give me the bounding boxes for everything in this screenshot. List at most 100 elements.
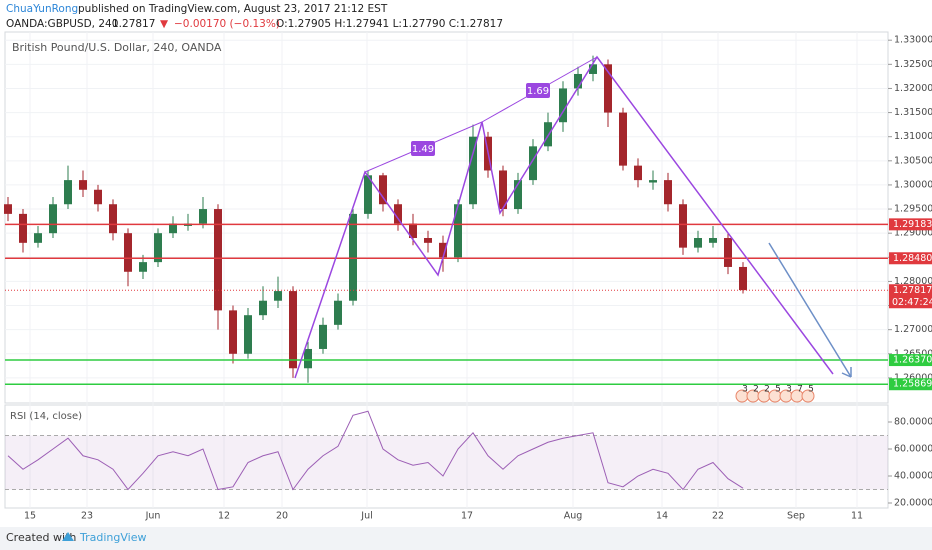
- ratio-box: [411, 141, 435, 156]
- y-tick-label: 1.32000: [894, 83, 932, 94]
- countdown: 02:47:24: [892, 297, 932, 308]
- symbol: OANDA:GBPUSD, 240: [6, 18, 118, 30]
- logo: [62, 532, 74, 541]
- rsi-band: [5, 435, 888, 490]
- y-tick-label: 1.27000: [894, 324, 932, 335]
- x-tick-label: Aug: [564, 511, 583, 522]
- candle-body: [154, 233, 162, 263]
- chart-title: British Pound/U.S. Dollar, 240, OANDA: [12, 41, 222, 54]
- candle-body: [724, 238, 732, 267]
- y-tick-label: 1.32500: [894, 59, 932, 70]
- candle-body: [79, 180, 87, 190]
- x-tick-label: 20: [276, 511, 288, 522]
- event-badge-label: 2: [753, 385, 759, 395]
- x-tick-label: 23: [81, 511, 93, 522]
- y-tick-label: 1.30500: [894, 155, 932, 166]
- price-box-label: 1.26370: [893, 355, 932, 366]
- price-box-label: 1.29183: [893, 219, 932, 230]
- candle-body: [34, 233, 42, 243]
- rsi-line: [7, 410, 744, 491]
- candle-body: [514, 180, 522, 210]
- candle-body: [304, 348, 312, 369]
- last-price-box: [889, 284, 932, 309]
- event-badge-label: 3: [742, 385, 748, 395]
- candle-body: [349, 213, 357, 301]
- arrow-head: [841, 367, 852, 378]
- candle-body: [469, 136, 477, 205]
- candle-body: [559, 88, 567, 123]
- candle-body: [424, 238, 432, 243]
- candle-body: [289, 291, 297, 369]
- ratio-label: 1.69: [527, 86, 549, 97]
- x-tick-label: 14: [656, 511, 668, 522]
- price-box: [889, 252, 932, 265]
- x-tick-label: Jul: [360, 511, 372, 522]
- candle-body: [109, 204, 117, 234]
- y-tick-label: 1.31000: [894, 131, 932, 142]
- event-badge-label: 3: [786, 385, 792, 395]
- last: 1.27817: [112, 18, 155, 30]
- candle-body: [229, 310, 237, 354]
- brand[interactable]: TradingView: [79, 531, 146, 544]
- price-box: [889, 218, 932, 231]
- arrow-line: [768, 242, 852, 378]
- candle-body: [379, 175, 387, 205]
- price-box-label: 1.25869: [893, 379, 932, 390]
- candle-body: [664, 180, 672, 205]
- y-tick-label: 1.30000: [894, 179, 932, 190]
- candle-body: [649, 180, 657, 183]
- footer-bar: [0, 527, 932, 550]
- y-tick-label: 20.0000: [894, 498, 932, 509]
- candle-body: [19, 213, 27, 243]
- y-tick-label: 1.26000: [894, 372, 932, 383]
- price-pane: [4, 31, 889, 404]
- candle-body: [169, 223, 177, 234]
- y-tick-label: 1.26500: [894, 348, 932, 359]
- candle-body: [544, 122, 552, 147]
- candle-body: [619, 112, 627, 166]
- x-tick-label: Jun: [145, 511, 161, 522]
- candle-body: [604, 64, 612, 113]
- candle-body: [679, 204, 687, 248]
- x-tick-label: Sep: [787, 511, 805, 522]
- rsi-title: RSI (14, close): [10, 411, 82, 422]
- arrow: ▼: [160, 18, 169, 30]
- x-tick-label: 12: [218, 511, 230, 522]
- candle-body: [574, 73, 582, 89]
- candle-body: [334, 300, 342, 325]
- candle-body: [409, 223, 417, 239]
- event-badge-label: 5: [808, 385, 814, 395]
- event-badge-label: 2: [764, 385, 770, 395]
- ratio-box: [526, 83, 550, 98]
- candle-body: [139, 262, 147, 272]
- x-tick-label: 11: [851, 511, 863, 522]
- change: −0.00170 (−0.13%): [174, 18, 280, 30]
- y-tick-label: 1.31500: [894, 107, 932, 118]
- y-tick-label: 1.29000: [894, 228, 932, 239]
- x-tick-label: 17: [461, 511, 473, 522]
- candle-body: [124, 233, 132, 272]
- candle-body: [259, 300, 267, 316]
- price-box: [889, 354, 932, 367]
- candle-body: [694, 238, 702, 248]
- ratio-label: 1.49: [412, 144, 434, 155]
- price-box-label: 1.28480: [893, 253, 932, 264]
- y-tick-label: 1.33000: [894, 35, 932, 46]
- candle-body: [274, 291, 282, 301]
- drawings: 1.49 1.69: [294, 55, 852, 379]
- candle-body: [4, 204, 12, 214]
- x-tick-label: 22: [712, 511, 724, 522]
- candle-body: [64, 180, 72, 205]
- candle-body: [454, 204, 462, 258]
- y-tick-label: 60.0000: [894, 444, 932, 455]
- author[interactable]: ChuaYunRong: [6, 3, 78, 15]
- candle-body: [634, 165, 642, 181]
- event-badge-label: 5: [775, 385, 781, 395]
- candle-body: [394, 204, 402, 224]
- candle-body: [319, 324, 327, 349]
- y-tick-label: 1.28000: [894, 276, 932, 287]
- candle-body: [709, 238, 717, 243]
- created-with: Created with: [6, 531, 76, 544]
- candle-body: [439, 242, 447, 258]
